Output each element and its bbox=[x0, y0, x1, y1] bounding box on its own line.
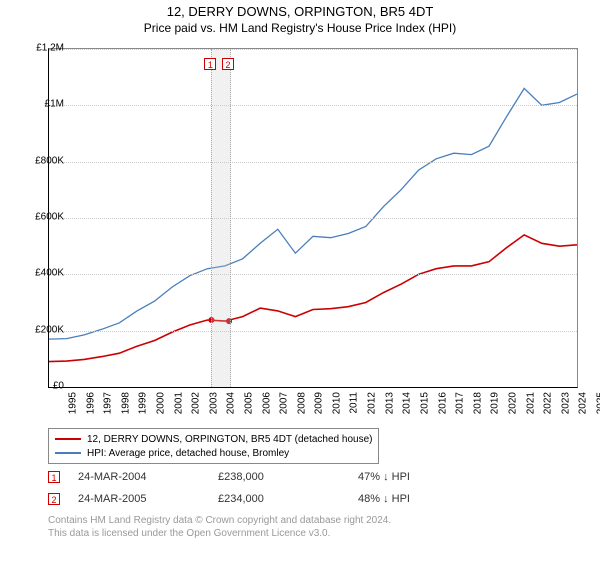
x-tick-label: 2010 bbox=[331, 392, 342, 414]
x-tick-label: 2002 bbox=[190, 392, 201, 414]
sale-row-marker: 2 bbox=[48, 493, 60, 505]
gridline bbox=[49, 105, 577, 106]
x-tick-label: 2008 bbox=[296, 392, 307, 414]
series-line bbox=[49, 235, 577, 362]
sale-delta: 48% ↓ HPI bbox=[358, 493, 498, 505]
gridline bbox=[49, 331, 577, 332]
x-tick-label: 2024 bbox=[578, 392, 589, 414]
x-tick-label: 2017 bbox=[454, 392, 465, 414]
x-tick-label: 2001 bbox=[173, 392, 184, 414]
plot-area bbox=[48, 48, 578, 388]
y-tick-label: £1M bbox=[45, 99, 64, 110]
sale-row-marker: 1 bbox=[48, 471, 60, 483]
gridline bbox=[49, 218, 577, 219]
footer-line-2: This data is licensed under the Open Gov… bbox=[48, 527, 391, 540]
x-tick-label: 2022 bbox=[542, 392, 553, 414]
x-tick-label: 2005 bbox=[243, 392, 254, 414]
sales-table: 1 24-MAR-2004£238,00047% ↓ HPI 2 24-MAR-200… bbox=[48, 466, 498, 510]
sale-date: 24-MAR-2005 bbox=[78, 493, 218, 505]
x-tick-label: 2007 bbox=[278, 392, 289, 414]
chart-subtitle: Price paid vs. HM Land Registry's House … bbox=[0, 21, 600, 35]
x-tick-label: 1997 bbox=[102, 392, 113, 414]
x-tick-label: 1995 bbox=[67, 392, 78, 414]
legend-item: 12, DERRY DOWNS, ORPINGTON, BR5 4DT (det… bbox=[55, 432, 372, 446]
sale-price: £238,000 bbox=[218, 471, 358, 483]
sale-marker-box: 2 bbox=[222, 58, 234, 70]
x-tick-label: 2015 bbox=[419, 392, 430, 414]
x-tick-label: 2025 bbox=[595, 392, 600, 414]
legend-label: 12, DERRY DOWNS, ORPINGTON, BR5 4DT (det… bbox=[87, 434, 372, 445]
x-tick-label: 2018 bbox=[472, 392, 483, 414]
x-tick-label: 2009 bbox=[314, 392, 325, 414]
legend-swatch bbox=[55, 452, 81, 454]
gridline bbox=[49, 274, 577, 275]
x-tick-label: 2012 bbox=[366, 392, 377, 414]
x-tick-label: 2016 bbox=[437, 392, 448, 414]
gridline bbox=[49, 162, 577, 163]
sale-row: 2 24-MAR-2005£234,00048% ↓ HPI bbox=[48, 488, 498, 510]
y-tick-label: £800K bbox=[35, 155, 64, 166]
x-tick-label: 2014 bbox=[402, 392, 413, 414]
footer-text: Contains HM Land Registry data © Crown c… bbox=[48, 514, 391, 540]
legend-item: HPI: Average price, detached house, Brom… bbox=[55, 446, 372, 460]
x-tick-label: 2011 bbox=[348, 392, 359, 414]
sale-row: 1 24-MAR-2004£238,00047% ↓ HPI bbox=[48, 466, 498, 488]
sale-marker-box: 1 bbox=[204, 58, 216, 70]
sale-price: £234,000 bbox=[218, 493, 358, 505]
x-tick-label: 2019 bbox=[490, 392, 501, 414]
chart-title: 12, DERRY DOWNS, ORPINGTON, BR5 4DT bbox=[0, 4, 600, 19]
y-tick-label: £400K bbox=[35, 268, 64, 279]
y-tick-label: £1.2M bbox=[36, 43, 64, 54]
legend-swatch bbox=[55, 438, 81, 440]
x-tick-label: 2004 bbox=[226, 392, 237, 414]
legend-label: HPI: Average price, detached house, Brom… bbox=[87, 448, 289, 459]
x-tick-label: 2006 bbox=[261, 392, 272, 414]
x-tick-label: 2021 bbox=[525, 392, 536, 414]
x-tick-label: 1996 bbox=[85, 392, 96, 414]
x-tick-label: 1999 bbox=[138, 392, 149, 414]
x-tick-label: 2003 bbox=[208, 392, 219, 414]
gridline bbox=[49, 49, 577, 50]
footer-line-1: Contains HM Land Registry data © Crown c… bbox=[48, 514, 391, 527]
sale-date: 24-MAR-2004 bbox=[78, 471, 218, 483]
chart-container: 12, DERRY DOWNS, ORPINGTON, BR5 4DT Pric… bbox=[0, 4, 600, 564]
y-tick-label: £600K bbox=[35, 212, 64, 223]
x-tick-label: 2020 bbox=[507, 392, 518, 414]
legend: 12, DERRY DOWNS, ORPINGTON, BR5 4DT (det… bbox=[48, 428, 379, 464]
x-tick-label: 1998 bbox=[120, 392, 131, 414]
series-line bbox=[49, 88, 577, 339]
sale-band bbox=[211, 49, 231, 387]
y-tick-label: £0 bbox=[53, 381, 64, 392]
x-tick-label: 2013 bbox=[384, 392, 395, 414]
y-tick-label: £200K bbox=[35, 324, 64, 335]
sale-delta: 47% ↓ HPI bbox=[358, 471, 498, 483]
x-tick-label: 2023 bbox=[560, 392, 571, 414]
x-tick-label: 2000 bbox=[155, 392, 166, 414]
